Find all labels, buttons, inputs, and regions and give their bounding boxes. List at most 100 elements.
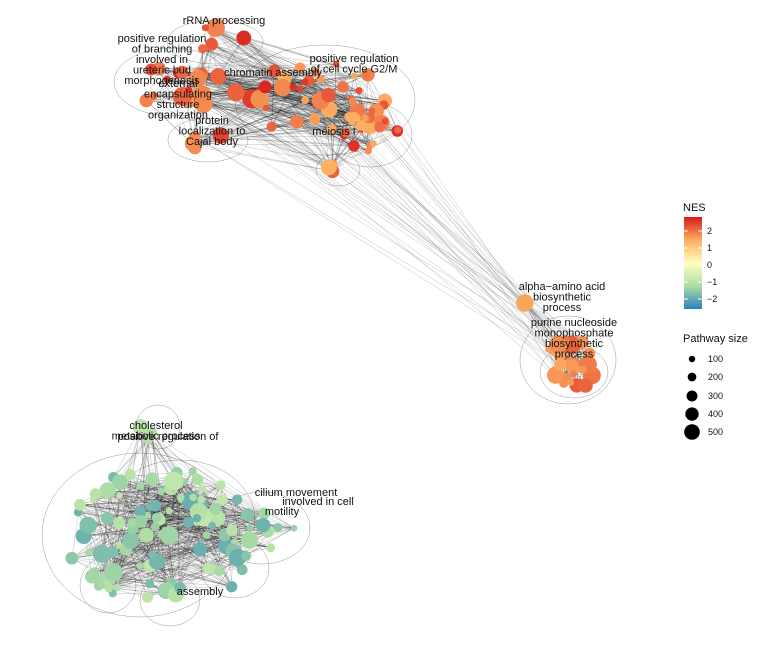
pathway-node: [189, 493, 197, 502]
network-edge: [292, 86, 385, 101]
network-edge: [292, 86, 575, 365]
network-edge: [101, 553, 179, 586]
network-edge: [271, 126, 345, 137]
network-edge: [158, 68, 369, 75]
network-edge: [274, 70, 577, 386]
network-edge: [220, 78, 321, 136]
pathway-node: [570, 370, 578, 378]
network-edge: [190, 97, 380, 128]
pathway-label: cilium movement: [255, 487, 338, 499]
network-edge: [265, 108, 355, 120]
network-edge: [328, 109, 333, 164]
pathway-node: [185, 86, 193, 94]
network-edge: [188, 89, 561, 365]
network-edge: [146, 100, 193, 144]
network-edge: [265, 108, 374, 144]
network-edge: [247, 514, 295, 529]
network-edge: [140, 485, 223, 500]
network-edge: [112, 513, 265, 553]
cluster-hull: [167, 117, 249, 163]
pathway-node: [308, 113, 321, 125]
network-edge: [192, 471, 265, 514]
network-edge: [199, 74, 366, 119]
network-edge: [108, 493, 250, 529]
network-edge: [119, 439, 149, 482]
pathway-node: [310, 67, 320, 77]
network-edge: [98, 542, 235, 587]
network-edge: [105, 555, 247, 581]
network-edge: [259, 74, 367, 100]
network-edge: [83, 472, 177, 537]
network-edge: [397, 129, 559, 345]
pathway-label: cholesterol metabolic process: [112, 420, 201, 443]
pathway-node: [174, 582, 186, 594]
pathway-node: [145, 579, 155, 589]
pathway-label: meiosis I: [312, 126, 355, 138]
pathway-node: [361, 114, 369, 122]
network-edge: [93, 499, 162, 535]
network-edge: [113, 439, 149, 478]
network-edge: [166, 517, 217, 591]
network-edge: [117, 528, 295, 588]
network-edge: [95, 532, 268, 572]
network-edge: [106, 514, 248, 584]
cluster-hull: [41, 452, 239, 618]
network-edge: [151, 69, 333, 171]
network-edge: [108, 513, 265, 589]
size-legend-label: 500: [708, 427, 723, 437]
network-edge: [88, 523, 120, 553]
network-edge: [203, 99, 345, 137]
network-edge: [271, 125, 362, 128]
network-edge: [151, 432, 193, 472]
pathway-node: [124, 468, 136, 480]
network-edge: [113, 427, 142, 478]
network-edge: [176, 472, 181, 588]
pathway-node: [368, 107, 376, 115]
network-edge: [218, 76, 579, 370]
pathway-node: [197, 495, 206, 504]
network-edge: [235, 92, 589, 365]
pathway-label: positive regulation of cell cycle G2/M: [310, 53, 399, 76]
pathway-node: [144, 511, 152, 519]
network-edge: [332, 75, 355, 172]
network-edge: [296, 121, 571, 350]
network-edge: [87, 525, 168, 591]
network-edge: [151, 432, 295, 529]
pathway-node: [216, 493, 228, 506]
network-edge: [284, 78, 353, 102]
network-edge: [342, 86, 384, 106]
pathway-node: [267, 64, 281, 78]
network-edge: [271, 63, 337, 128]
network-edge: [140, 427, 158, 562]
network-edge: [203, 99, 329, 168]
network-edge: [112, 513, 265, 594]
pathway-node: [567, 379, 575, 386]
network-edge: [220, 90, 360, 136]
network-edge: [205, 27, 360, 91]
pathway-node: [205, 37, 218, 51]
network-edge: [88, 525, 158, 562]
network-edge: [146, 534, 232, 587]
pathway-node: [104, 563, 123, 582]
legend: NES 2 1 0 −1 −2 Pathway size 100 200 300 400 500: [683, 202, 748, 440]
network-edge: [201, 499, 250, 529]
network-edge: [331, 128, 370, 147]
network-edge: [202, 71, 354, 147]
pathway-node: [188, 467, 197, 476]
pathway-node: [258, 80, 272, 94]
network-edge: [151, 432, 172, 583]
network-edge: [350, 99, 561, 351]
network-edge: [113, 534, 162, 568]
network-edge: [151, 432, 199, 501]
network-edge: [113, 495, 120, 573]
network-edge: [140, 439, 149, 512]
network-edge: [331, 101, 353, 130]
pathway-node: [231, 494, 243, 505]
network-edge: [188, 89, 377, 112]
network-edge: [199, 74, 354, 147]
network-edge: [140, 485, 227, 547]
network-edge: [169, 510, 172, 583]
network-edge: [158, 68, 525, 304]
network-edge: [296, 121, 590, 354]
